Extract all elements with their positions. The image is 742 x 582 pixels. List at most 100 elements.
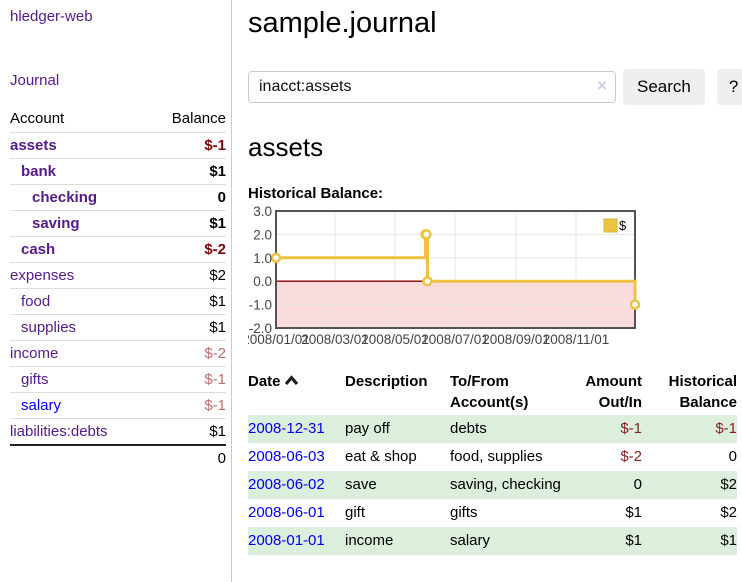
- transaction-description: income: [345, 532, 394, 549]
- account-link[interactable]: salary: [21, 397, 62, 414]
- transaction-amount: $1: [625, 532, 642, 549]
- accounts-total-row: 0: [10, 444, 226, 471]
- legend-label: $: [619, 218, 627, 233]
- account-row: cash $-2: [10, 236, 226, 263]
- col-header-balance: Historical Balance: [668, 373, 737, 411]
- date-link[interactable]: 2008-06-01: [248, 504, 325, 521]
- account-balance: $-2: [118, 236, 226, 263]
- table-row: 2008-06-03 eat & shop food, supplies $-2 0: [248, 443, 737, 471]
- sort-asc-icon: [284, 371, 298, 392]
- x-tick-label: 2008/07/01: [421, 332, 489, 347]
- search-form: × Search ?: [248, 69, 742, 105]
- account-link[interactable]: expenses: [10, 267, 75, 284]
- sidebar-item-journal[interactable]: Journal: [10, 72, 60, 89]
- transaction-amount: $-1: [620, 420, 642, 437]
- accounts-table-header: Account Balance: [10, 106, 226, 133]
- account-balance: $1: [118, 418, 226, 446]
- table-row: 2008-12-31 pay off debts $-1 $-1: [248, 415, 737, 443]
- account-balance: $-1: [118, 132, 226, 159]
- transaction-amount: $1: [625, 504, 642, 521]
- x-tick-label: 2008/03/01: [301, 332, 369, 347]
- chart-border: [275, 210, 636, 329]
- account-link[interactable]: bank: [21, 163, 57, 180]
- account-link[interactable]: assets: [10, 137, 57, 154]
- account-row: assets $-1: [10, 132, 226, 159]
- data-point-marker: [270, 252, 282, 264]
- account-row: supplies $1: [10, 314, 226, 341]
- accounts-col-account: Account: [10, 106, 118, 133]
- accounts-table-body: assets $-1 bank $1 checking 0 saving $1 cash $-2 e…: [10, 132, 226, 446]
- account-link[interactable]: checking: [32, 189, 98, 206]
- data-point-marker: [629, 299, 641, 310]
- account-link[interactable]: food: [21, 293, 51, 310]
- account-balance: 0: [118, 184, 226, 211]
- transaction-description: eat & shop: [345, 448, 417, 465]
- account-row: salary $-1: [10, 392, 226, 419]
- account-row: checking 0: [10, 184, 226, 211]
- y-tick-label: 0.0: [253, 274, 272, 289]
- transaction-description: save: [345, 476, 377, 493]
- transaction-balance: $2: [720, 504, 737, 521]
- account-row: expenses $2: [10, 262, 226, 289]
- col-header-description: Description: [345, 373, 428, 390]
- accounts-col-balance: Balance: [118, 106, 226, 133]
- col-header-date[interactable]: Date: [248, 369, 345, 415]
- account-balance: $1: [118, 158, 226, 185]
- app-brand[interactable]: hledger-web: [10, 8, 93, 25]
- account-row: liabilities:debts $1: [10, 418, 226, 446]
- account-balance: $-1: [118, 366, 226, 393]
- account-link[interactable]: liabilities:debts: [10, 423, 108, 440]
- account-link[interactable]: gifts: [21, 371, 49, 388]
- transaction-accounts: food, supplies: [450, 448, 543, 465]
- col-header-amount: Amount Out/In: [585, 373, 642, 411]
- account-link[interactable]: income: [10, 345, 59, 362]
- account-balance: $1: [118, 210, 226, 237]
- transaction-amount: $-2: [620, 448, 642, 465]
- account-row: saving $1: [10, 210, 226, 237]
- date-link[interactable]: 2008-06-02: [248, 476, 325, 493]
- account-row: income $-2: [10, 340, 226, 367]
- data-point-marker: [421, 229, 432, 240]
- col-header-accounts: To/From Account(s): [450, 373, 529, 411]
- transaction-balance: 0: [728, 448, 737, 465]
- x-tick-label: 2008/01/01: [248, 332, 310, 347]
- search-input[interactable]: [248, 71, 616, 103]
- y-tick-label: 2.0: [253, 227, 272, 242]
- register-table: Date Description To/From Account(s) Amou…: [248, 369, 737, 555]
- date-link[interactable]: 2008-01-01: [248, 532, 325, 549]
- date-link[interactable]: 2008-12-31: [248, 420, 325, 437]
- table-row: 2008-01-01 income salary $1 $1: [248, 527, 737, 555]
- transaction-description: gift: [345, 504, 366, 521]
- register-header-row: Date Description To/From Account(s) Amou…: [248, 369, 737, 415]
- transaction-balance: $1: [720, 532, 737, 549]
- transaction-balance: $-1: [715, 420, 737, 437]
- clear-search-icon[interactable]: ×: [597, 76, 607, 95]
- legend-swatch: [603, 218, 618, 233]
- transaction-accounts: saving, checking: [450, 476, 561, 493]
- page-title: sample.journal: [248, 7, 437, 39]
- account-row: gifts $-1: [10, 366, 226, 393]
- account-link[interactable]: cash: [21, 241, 56, 258]
- account-balance: $1: [118, 314, 226, 341]
- transaction-balance: $2: [720, 476, 737, 493]
- transaction-description: pay off: [345, 420, 390, 437]
- transaction-accounts: debts: [450, 420, 487, 437]
- help-button[interactable]: ?: [716, 69, 742, 105]
- account-link[interactable]: saving: [32, 215, 80, 232]
- x-tick-label: 2008/05/01: [361, 332, 429, 347]
- register-table-body: 2008-12-31 pay off debts $-1 $-1 2008-06-03 ea…: [248, 415, 737, 555]
- account-row: bank $1: [10, 158, 226, 185]
- transaction-accounts: salary: [450, 532, 491, 549]
- data-point-marker: [422, 275, 433, 287]
- account-link[interactable]: supplies: [21, 319, 77, 336]
- search-button[interactable]: Search: [623, 69, 705, 105]
- date-link[interactable]: 2008-06-03: [248, 448, 325, 465]
- y-tick-label: -2.0: [249, 321, 272, 336]
- account-balance: $-1: [118, 392, 226, 419]
- account-balance: $2: [118, 262, 226, 289]
- y-tick-label: -1.0: [249, 298, 272, 313]
- account-heading: assets: [248, 132, 324, 162]
- account-balance: $-2: [118, 340, 226, 367]
- y-tick-label: 3.0: [253, 205, 272, 219]
- main-pane: sample.journal × Search ? assets Histori…: [248, 0, 742, 555]
